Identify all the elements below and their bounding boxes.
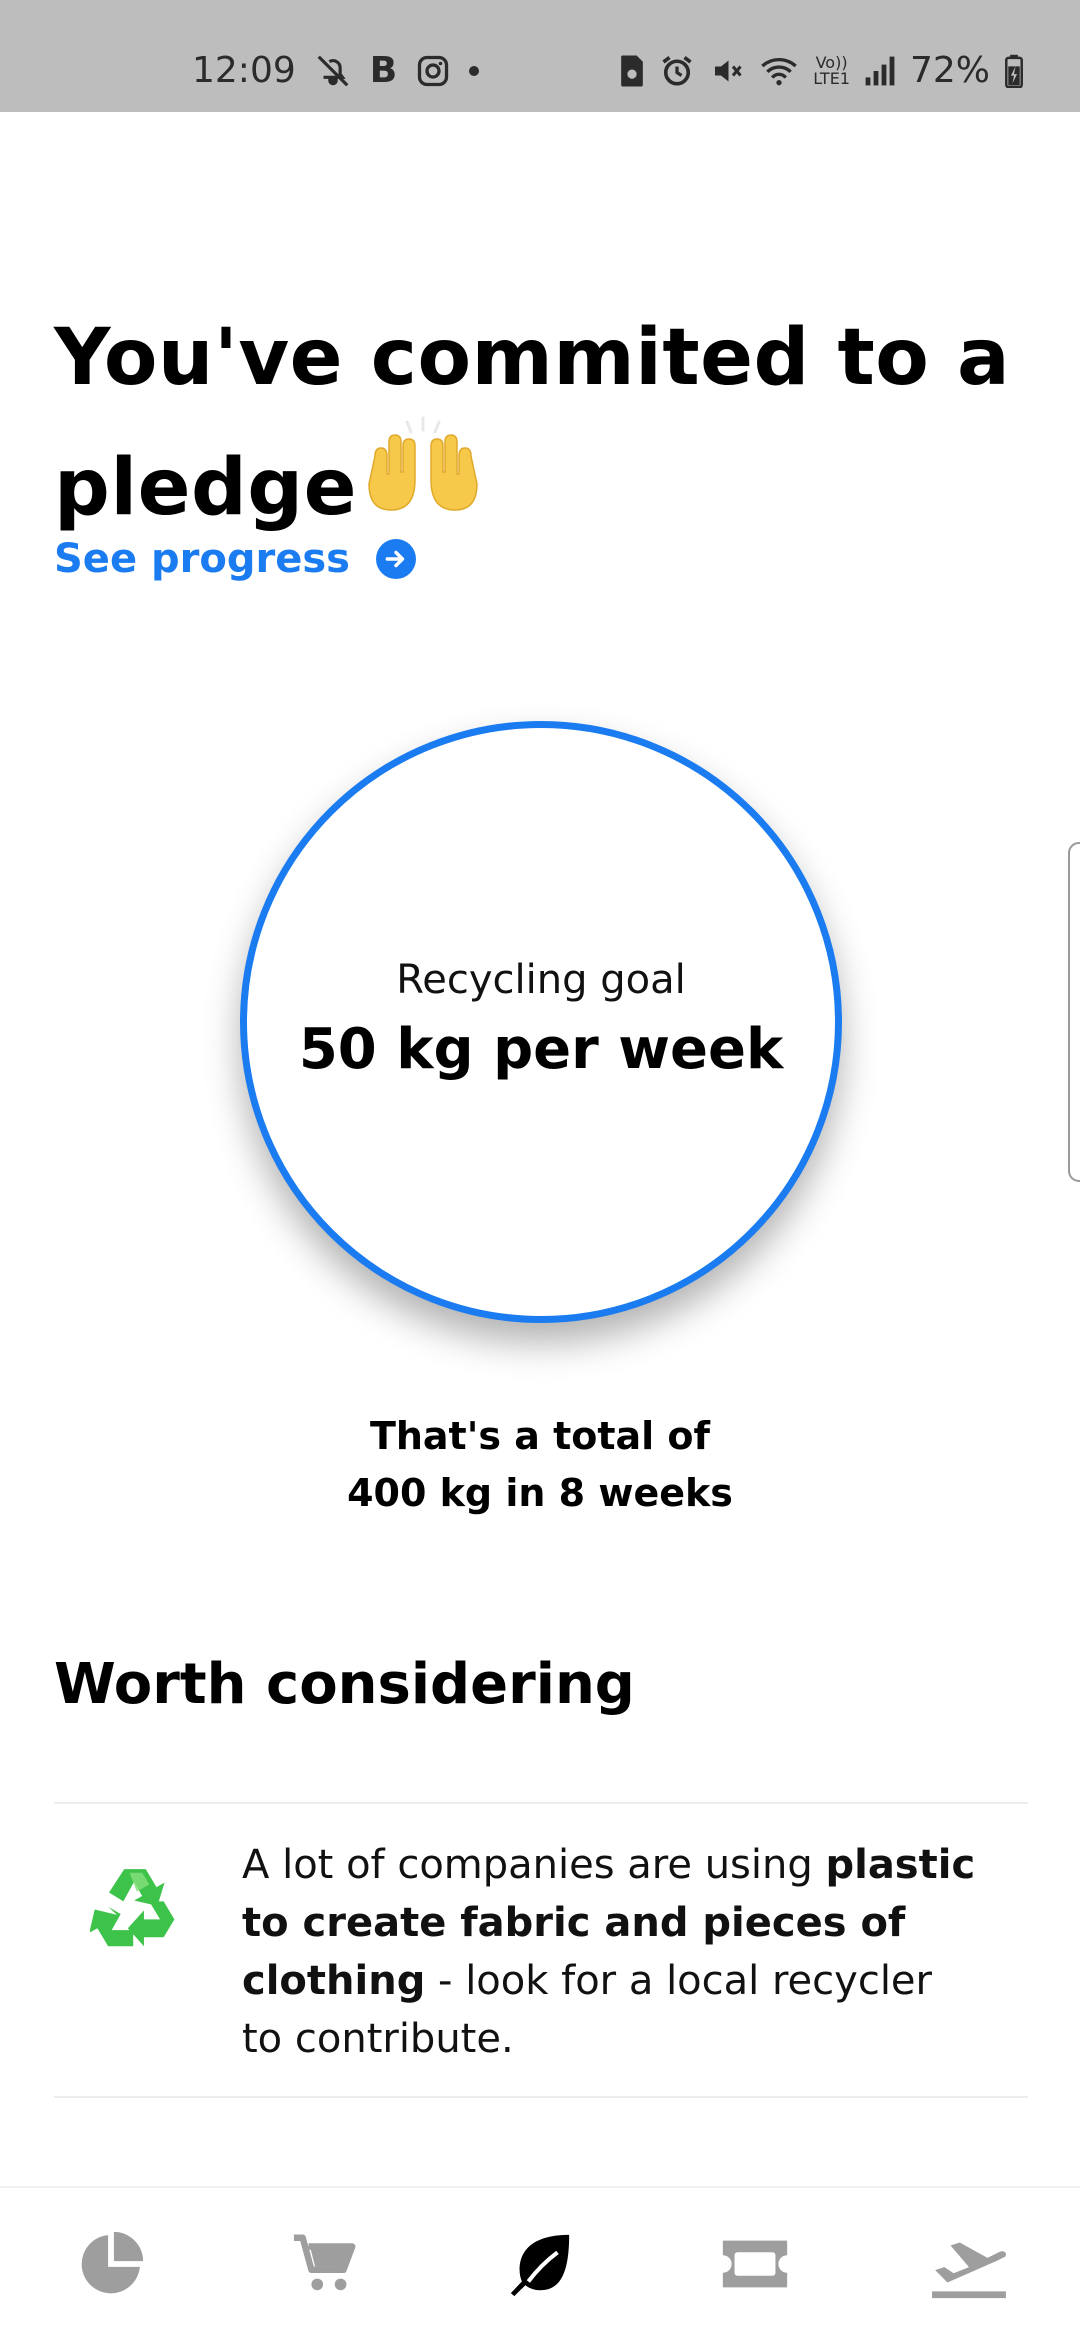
cart-icon	[293, 2234, 355, 2291]
arrow-right-circle-icon	[375, 539, 416, 579]
goal-value: 50 kg per week	[298, 1016, 784, 1082]
tip-text: A lot of companies are using plastic to …	[242, 1842, 976, 2062]
see-progress-link[interactable]: See progress	[54, 536, 416, 582]
recycle-icon	[89, 1862, 180, 1952]
signal-icon	[864, 51, 896, 91]
status-left: 12:09 B	[192, 50, 480, 91]
see-progress-label: See progress	[54, 536, 350, 582]
mute-icon	[709, 51, 745, 91]
status-right: Vo)) LTE1 72%	[619, 50, 1024, 91]
divider-top	[54, 1802, 1028, 1804]
instagram-icon	[415, 51, 451, 91]
page-title: You've commited to a pledge	[54, 300, 1034, 552]
raising-hands-emoji	[365, 416, 481, 552]
raising-hands-icon	[368, 416, 478, 511]
tip-text-bold: plastic to create fabric and pieces of c…	[242, 1842, 976, 2004]
ticket-icon	[722, 2240, 787, 2288]
dot-icon	[469, 65, 480, 76]
section-title-worth-considering: Worth considering	[54, 1652, 635, 1717]
tip-card: A lot of companies are using plastic to …	[54, 1806, 1028, 2096]
status-bar: 12:09 B Vo)) LTE1 72%	[0, 0, 1080, 112]
wifi-icon	[759, 51, 799, 91]
nav-travel[interactable]	[916, 2211, 1022, 2317]
status-time: 12:09	[192, 50, 296, 91]
alarm-off-icon	[314, 51, 352, 91]
recycling-goal-circle: Recycling goal 50 kg per week	[240, 721, 842, 1323]
nav-tickets[interactable]	[702, 2211, 808, 2317]
nav-shopping[interactable]	[273, 2211, 379, 2317]
total-summary: That's a total of 400 kg in 8 weeks	[240, 1408, 840, 1522]
leaf-icon	[510, 2234, 570, 2297]
volte-icon: Vo)) LTE1	[813, 52, 850, 88]
battery-charging-icon	[1004, 51, 1024, 91]
edge-panel-handle[interactable]	[1068, 842, 1080, 1182]
pie-chart-icon	[81, 2231, 144, 2294]
plane-takeoff-icon	[932, 2242, 1007, 2299]
total-line-2: 400 kg in 8 weeks	[347, 1471, 733, 1515]
nav-pledges[interactable]	[487, 2211, 593, 2317]
b-icon: B	[369, 50, 398, 91]
bottom-navigation	[0, 2186, 1080, 2340]
divider-bottom	[54, 2096, 1028, 2098]
alarm-icon	[659, 51, 695, 91]
nav-stats[interactable]	[58, 2211, 164, 2317]
goal-label: Recycling goal	[396, 956, 686, 1003]
sim-icon	[619, 51, 645, 91]
total-line-1: That's a total of	[369, 1414, 711, 1458]
battery-level: 72%	[909, 50, 990, 91]
